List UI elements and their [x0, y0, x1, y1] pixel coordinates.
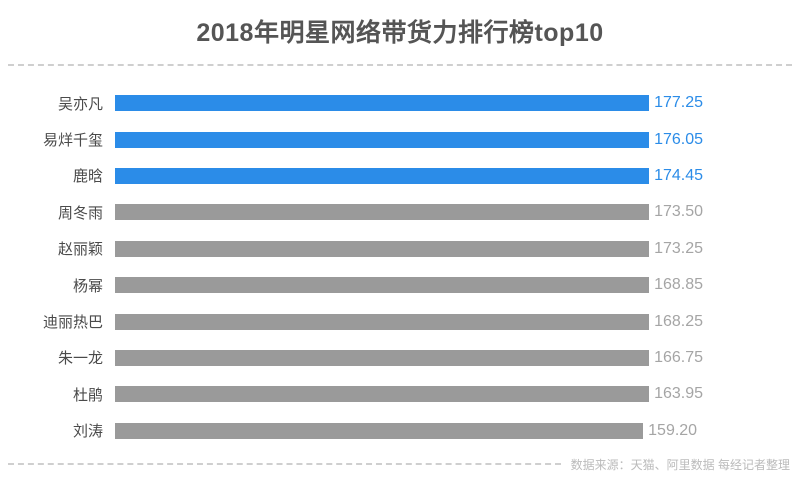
bar-row: 迪丽热巴 168.25 [8, 303, 792, 339]
bar-value-label: 163.95 [654, 385, 703, 403]
bar-row: 鹿晗 174.45 [8, 158, 792, 194]
bar-track: 163.95 [115, 385, 703, 403]
category-label: 刘涛 [72, 423, 103, 441]
category-label: 吴亦凡 [57, 95, 103, 113]
bar-track: 177.25 [115, 94, 703, 112]
category-label: 鹿晗 [72, 168, 103, 186]
bar-chart: 吴亦凡 177.25 易烊千玺 176.05 鹿晗 174.45 周冬雨 173.50 赵丽颖 1… [8, 85, 792, 449]
category-label: 易烊千玺 [42, 132, 103, 150]
bar-track: 168.25 [115, 313, 703, 331]
bar-row: 易烊千玺 176.05 [8, 121, 792, 157]
bar-row: 杨幂 168.85 [8, 267, 792, 303]
bar [115, 386, 650, 403]
bar-value-label: 159.20 [648, 421, 698, 439]
bar-row: 赵丽颖 173.25 [8, 231, 792, 267]
bar [115, 422, 644, 439]
bar [115, 313, 650, 330]
bar [115, 95, 650, 112]
bar-value-label: 176.05 [654, 130, 703, 148]
bar-value-label: 168.25 [654, 312, 703, 330]
chart-footer: 数据来源：天猫、阿里数据 每经记者整理 [8, 456, 792, 473]
bar-value-label: 168.85 [654, 276, 703, 294]
bar-value-label: 173.25 [654, 239, 703, 257]
bar-track: 159.20 [115, 422, 703, 440]
bar-track: 174.45 [115, 167, 703, 185]
bar-track: 168.85 [115, 276, 703, 294]
data-source-text: 数据来源：天猫、阿里数据 每经记者整理 [570, 457, 790, 472]
bar-value-label: 177.25 [654, 94, 703, 112]
category-label: 周冬雨 [57, 204, 103, 222]
bar-track: 173.25 [115, 240, 703, 258]
bottom-dashed-divider [8, 463, 561, 466]
bar-row: 吴亦凡 177.25 [8, 85, 792, 121]
category-label: 赵丽颖 [57, 241, 103, 259]
chart-title: 2018年明星网络带货力排行榜top10 [196, 19, 604, 47]
bar-value-label: 166.75 [654, 348, 703, 366]
category-label: 朱一龙 [57, 350, 103, 368]
bar-value-label: 174.45 [654, 166, 703, 184]
category-label: 杨幂 [72, 277, 103, 295]
bar [115, 277, 650, 294]
bar [115, 131, 650, 148]
bar-row: 周冬雨 173.50 [8, 194, 792, 230]
bar [115, 349, 650, 366]
bar-track: 166.75 [115, 349, 703, 367]
bar-track: 173.50 [115, 203, 703, 221]
category-label: 迪丽热巴 [42, 314, 103, 332]
bar-row: 刘涛 159.20 [8, 413, 792, 449]
bar-value-label: 173.50 [654, 203, 703, 221]
bar-row: 杜鹃 163.95 [8, 376, 792, 412]
bar [115, 167, 650, 184]
bar [115, 204, 650, 221]
top-dashed-divider [8, 64, 792, 66]
bar-track: 176.05 [115, 131, 703, 149]
category-label: 杜鹃 [72, 386, 103, 404]
bar-row: 朱一龙 166.75 [8, 340, 792, 376]
bar [115, 240, 650, 257]
